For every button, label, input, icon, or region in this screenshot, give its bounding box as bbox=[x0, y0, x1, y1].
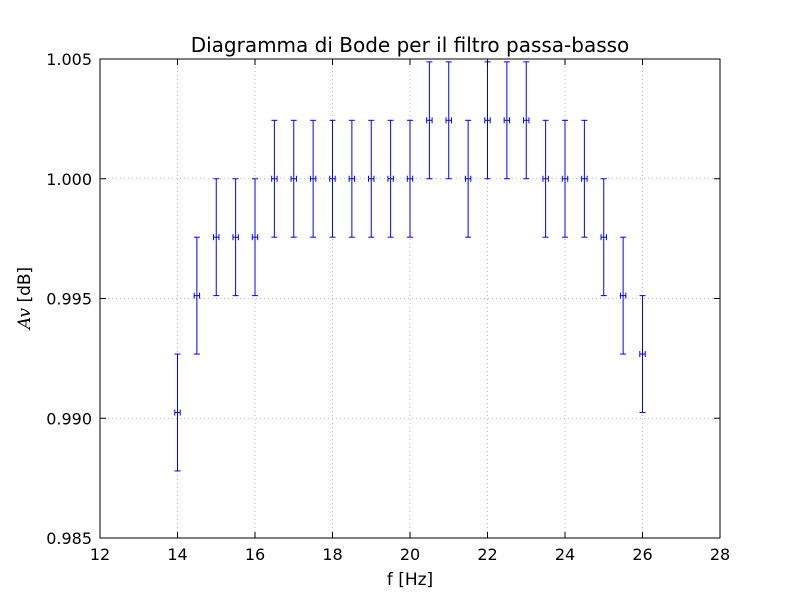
x-tick-label: 26 bbox=[632, 545, 652, 564]
x-axis-label: f [Hz] bbox=[387, 570, 433, 590]
y-axis-label: Av [dB] bbox=[15, 267, 35, 331]
x-tick-label: 12 bbox=[90, 545, 110, 564]
y-axis-label-symbol: Av bbox=[15, 308, 35, 332]
data-point bbox=[600, 178, 607, 297]
data-point bbox=[542, 119, 549, 238]
x-tick-label: 22 bbox=[477, 545, 497, 564]
data-point bbox=[406, 119, 414, 238]
data-point bbox=[174, 353, 181, 472]
axis-ticks: 12 14 16 18 20 22 24 26 28 0.985 0.990 0.995 1.000 1.… bbox=[46, 50, 730, 564]
data-point bbox=[619, 236, 627, 355]
x-tick-label: 20 bbox=[400, 545, 420, 564]
data-point bbox=[213, 178, 220, 297]
data-point bbox=[232, 178, 239, 297]
data-point bbox=[271, 119, 278, 238]
data-point bbox=[309, 119, 317, 238]
grid bbox=[100, 59, 720, 538]
data-point bbox=[484, 61, 491, 180]
data-point bbox=[503, 61, 511, 180]
data-point bbox=[523, 61, 530, 180]
data-point bbox=[581, 119, 588, 238]
data-point bbox=[387, 119, 394, 238]
data-point bbox=[329, 119, 336, 238]
x-tick-label: 18 bbox=[322, 545, 342, 564]
chart-title: Diagramma di Bode per il filtro passa-ba… bbox=[191, 33, 630, 57]
data-point bbox=[426, 61, 433, 180]
y-tick-label: 0.995 bbox=[46, 290, 92, 309]
x-tick-label: 24 bbox=[555, 545, 575, 564]
data-point bbox=[193, 236, 201, 355]
y-tick-label: 1.000 bbox=[46, 170, 92, 189]
y-tick-label: 0.990 bbox=[46, 409, 92, 428]
data-point bbox=[445, 61, 452, 180]
data-point bbox=[561, 119, 569, 238]
data-point bbox=[368, 119, 375, 238]
x-tick-label: 28 bbox=[710, 545, 730, 564]
data-point bbox=[290, 119, 297, 238]
data-point bbox=[251, 178, 259, 297]
y-axis-label-unit: [dB] bbox=[15, 267, 35, 308]
x-tick-label: 14 bbox=[167, 545, 187, 564]
y-tick-label: 1.005 bbox=[46, 50, 92, 69]
data-point bbox=[464, 119, 472, 238]
data-series bbox=[174, 61, 646, 472]
data-point bbox=[348, 119, 356, 238]
data-point bbox=[639, 295, 646, 414]
y-tick-label: 0.985 bbox=[46, 529, 92, 548]
x-tick-label: 16 bbox=[245, 545, 265, 564]
